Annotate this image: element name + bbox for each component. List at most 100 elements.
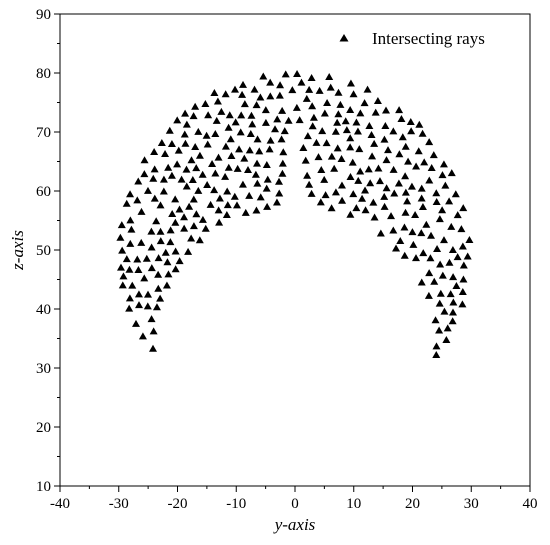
data-point xyxy=(292,103,301,111)
data-point xyxy=(356,167,365,175)
x-tick-label: -40 xyxy=(50,496,70,512)
data-point xyxy=(152,217,161,225)
data-point xyxy=(189,112,198,120)
data-point xyxy=(166,226,175,234)
data-point xyxy=(140,274,149,282)
data-point xyxy=(177,175,186,183)
data-point xyxy=(432,351,441,359)
data-point xyxy=(451,190,460,198)
data-point xyxy=(394,179,403,187)
data-point xyxy=(452,282,461,290)
data-point xyxy=(222,210,231,218)
data-point xyxy=(152,303,161,311)
data-point xyxy=(438,171,447,179)
x-axis-label: y-axis xyxy=(273,515,316,534)
data-point xyxy=(457,225,466,233)
data-point xyxy=(253,135,262,143)
data-point xyxy=(273,115,282,123)
data-point xyxy=(425,176,434,184)
data-point xyxy=(360,99,369,107)
data-point xyxy=(453,211,462,219)
data-point xyxy=(375,177,384,185)
data-point xyxy=(227,151,236,159)
data-point xyxy=(418,202,427,210)
data-point xyxy=(448,245,457,253)
data-point xyxy=(326,83,335,91)
data-point xyxy=(440,307,449,315)
data-point xyxy=(150,194,159,202)
data-point xyxy=(189,222,198,230)
data-point xyxy=(407,182,416,190)
data-point xyxy=(266,78,275,86)
data-point xyxy=(458,242,467,250)
data-point xyxy=(280,127,289,135)
data-point xyxy=(127,225,136,233)
data-point xyxy=(411,210,420,218)
data-point xyxy=(213,97,222,105)
plot-frame xyxy=(59,13,531,487)
data-point xyxy=(263,202,272,210)
data-point xyxy=(243,166,252,174)
data-point xyxy=(435,299,444,307)
data-point xyxy=(465,236,474,244)
data-point xyxy=(422,220,431,228)
data-point xyxy=(382,156,391,164)
data-point xyxy=(194,186,203,194)
data-point xyxy=(458,287,467,295)
data-point xyxy=(161,248,170,256)
data-point xyxy=(159,175,168,183)
data-point xyxy=(398,133,407,141)
data-point xyxy=(348,158,357,166)
data-point xyxy=(392,244,401,252)
data-point xyxy=(240,154,249,162)
data-point xyxy=(301,156,310,164)
data-point xyxy=(201,99,210,107)
data-point xyxy=(417,194,426,202)
data-point xyxy=(248,120,257,128)
data-point xyxy=(192,164,201,172)
data-point xyxy=(365,122,374,130)
data-point xyxy=(453,253,462,261)
data-point xyxy=(133,255,142,263)
data-point xyxy=(156,294,165,302)
data-point xyxy=(449,298,458,306)
data-point xyxy=(308,102,317,110)
data-point xyxy=(143,186,152,194)
data-point xyxy=(380,135,389,143)
data-point xyxy=(118,246,127,254)
x-tick-label: 10 xyxy=(346,496,361,512)
legend-label: Intersecting rays xyxy=(372,29,485,48)
data-point xyxy=(263,175,272,183)
data-point xyxy=(143,302,152,310)
data-point xyxy=(265,145,274,153)
data-point xyxy=(418,129,427,137)
data-point xyxy=(417,278,426,286)
data-point xyxy=(231,85,240,93)
data-point xyxy=(432,197,441,205)
data-point xyxy=(349,190,358,198)
data-point xyxy=(181,109,190,117)
data-point xyxy=(358,194,367,202)
x-tick-label: -20 xyxy=(168,496,188,512)
data-point xyxy=(279,148,288,156)
data-point xyxy=(238,180,247,188)
data-point xyxy=(420,158,429,166)
data-point xyxy=(135,301,144,309)
x-tick-label: 40 xyxy=(523,496,538,512)
data-point xyxy=(436,260,445,268)
data-point xyxy=(361,206,370,214)
data-point xyxy=(116,233,125,241)
data-point xyxy=(445,258,454,266)
data-point xyxy=(333,144,342,152)
legend-marker xyxy=(339,34,349,42)
data-point xyxy=(134,177,143,185)
data-point xyxy=(382,106,391,114)
data-point xyxy=(401,172,410,180)
data-point xyxy=(459,275,468,283)
data-point xyxy=(198,170,207,178)
data-point xyxy=(417,229,426,237)
data-point xyxy=(278,106,287,114)
data-point xyxy=(316,198,325,206)
data-point xyxy=(309,113,318,121)
data-point xyxy=(159,187,168,195)
